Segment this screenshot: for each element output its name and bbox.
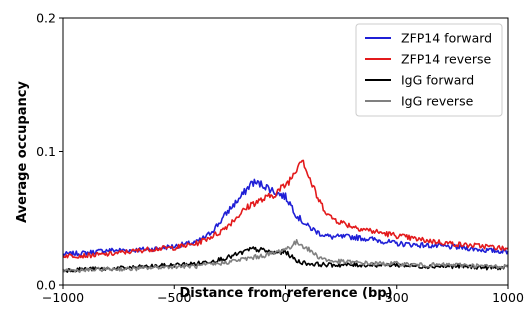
legend-label: IgG reverse [401,94,474,109]
y-tick-label: 0.1 [36,144,56,159]
legend: ZFP14 forward ZFP14 reverse IgG forward IgG… [355,23,503,117]
series-line-zfp14-reverse [62,159,509,259]
x-tick-label: 500 [385,290,409,305]
x-axis-label: Distance from reference (bp) [179,286,392,301]
legend-box [355,23,503,117]
x-tick-label: 1000 [492,290,524,305]
y-axis-label: Average occupancy [15,81,30,223]
x-tick-label: −500 [157,290,191,305]
legend-label: ZFP14 forward [401,31,492,46]
y-tick-label: 0.0 [36,278,56,293]
y-tick-label: 0.2 [36,11,56,26]
axes: −1000 −500 0 500 1000 0.0 0.1 0.2 [36,11,524,306]
x-tick-label: −1000 [42,290,84,305]
series-line-igg-reverse [62,238,509,274]
legend-label: IgG forward [401,73,474,88]
x-tick-label: 0 [282,290,290,305]
legend-label: ZFP14 reverse [401,52,491,67]
plot-area [62,159,509,274]
